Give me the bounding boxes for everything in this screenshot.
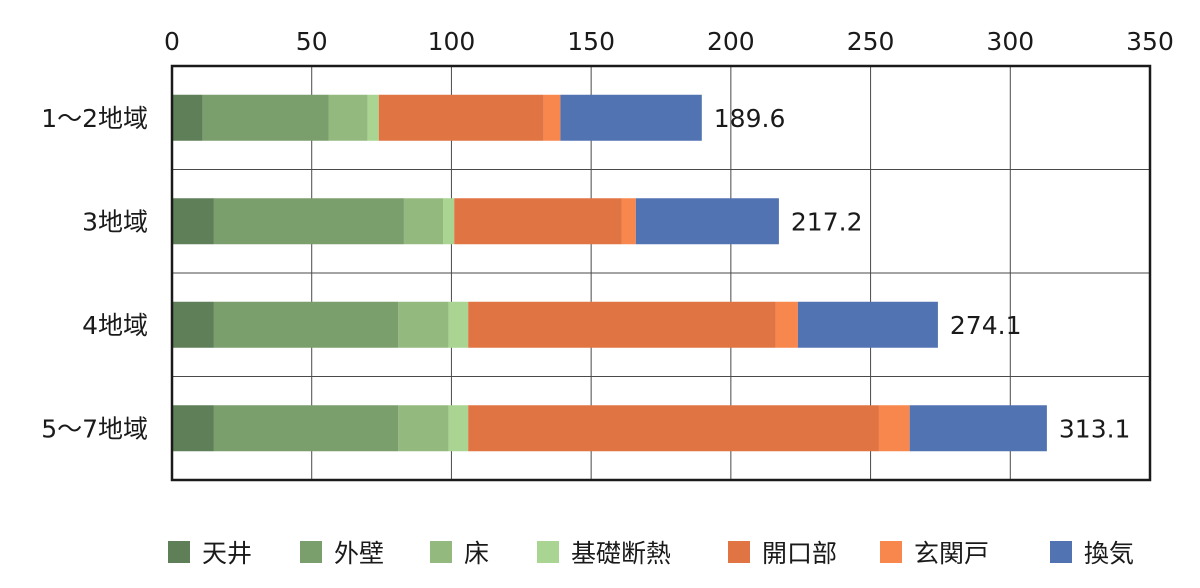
bar-segment: [775, 301, 798, 348]
bar-segment: [909, 405, 1047, 452]
legend-label: 床: [464, 539, 490, 568]
bar-segment: [443, 198, 455, 245]
bar-segment: [621, 198, 636, 245]
x-tick-label: 0: [164, 27, 180, 56]
x-tick-label: 100: [428, 27, 476, 56]
bar-segment: [448, 405, 469, 452]
x-tick-label: 250: [847, 27, 895, 56]
legend-swatch: [1050, 541, 1072, 563]
bar-segment: [403, 198, 444, 245]
legend-swatch: [537, 541, 559, 563]
category-label: 1～2地域: [41, 104, 148, 133]
x-axis-ticks: 0 50 100 150 200 250 300 350: [164, 27, 1174, 56]
plot-frame: [170, 64, 1152, 482]
x-tick-label: 200: [707, 27, 755, 56]
legend-item: 開口部: [728, 530, 837, 574]
legend-item: 換気: [1050, 530, 1134, 574]
x-tick-label: 150: [567, 27, 615, 56]
total-value-label: 313.1: [1059, 414, 1131, 443]
bar-segment: [543, 94, 561, 141]
total-value-label: 274.1: [950, 311, 1022, 340]
bar-segment: [172, 94, 203, 141]
total-value-label: 217.2: [791, 207, 863, 236]
bar-segment: [172, 405, 214, 452]
bar-segment: [398, 301, 449, 348]
bar-segment: [454, 198, 622, 245]
total-labels: 189.6 217.2 274.1 313.1: [714, 104, 1131, 444]
legend-swatch: [168, 541, 190, 563]
legend-label: 開口部: [762, 539, 838, 568]
legend-label: 外壁: [334, 539, 385, 568]
legend-label: 天井: [202, 539, 253, 568]
stacked-bar-chart: 0 50 100 150 200 250 300 350 1～2地域 3地域 4地域 5～7地域 1…: [41, 27, 1174, 482]
legend-item: 床: [430, 530, 489, 574]
legend-swatch: [300, 541, 322, 563]
legend-item: 基礎断熱: [537, 530, 671, 574]
bar-segment: [468, 301, 776, 348]
bar-segment: [213, 301, 399, 348]
legend-swatch: [728, 541, 750, 563]
legend-item: 玄関戸: [880, 530, 989, 574]
x-tick-label: 50: [296, 27, 328, 56]
x-tick-label: 350: [1126, 27, 1174, 56]
category-label: 4地域: [82, 311, 148, 340]
legend-label: 基礎断熱: [571, 539, 672, 568]
category-label: 5～7地域: [41, 414, 148, 443]
bar-segment: [378, 94, 544, 141]
category-labels: 1～2地域 3地域 4地域 5～7地域: [41, 104, 148, 444]
legend-swatch: [880, 541, 902, 563]
bar-segment: [328, 94, 368, 141]
bar-segment: [797, 301, 938, 348]
bar-segment: [172, 301, 214, 348]
bar-segment: [878, 405, 910, 452]
legend-label: 換気: [1084, 539, 1135, 568]
bar-segment: [213, 198, 404, 245]
legend-label: 玄関戸: [914, 539, 990, 568]
legend-item: 外壁: [300, 530, 384, 574]
bar-segment: [448, 301, 469, 348]
bars: [172, 94, 1047, 452]
bar-segment: [560, 94, 702, 141]
legend-item: 天井: [168, 530, 252, 574]
category-label: 3地域: [82, 207, 148, 236]
bar-segment: [202, 94, 329, 141]
total-value-label: 189.6: [714, 104, 786, 133]
bar-segment: [468, 405, 879, 452]
bar-segment: [367, 94, 379, 141]
legend: 天井 外壁 床 基礎断熱 開口部 玄関戸 換気: [0, 530, 1200, 574]
x-tick-label: 300: [986, 27, 1034, 56]
bar-segment: [213, 405, 399, 452]
bar-segment: [635, 198, 779, 245]
bar-segment: [172, 198, 214, 245]
bar-segment: [398, 405, 449, 452]
legend-swatch: [430, 541, 452, 563]
